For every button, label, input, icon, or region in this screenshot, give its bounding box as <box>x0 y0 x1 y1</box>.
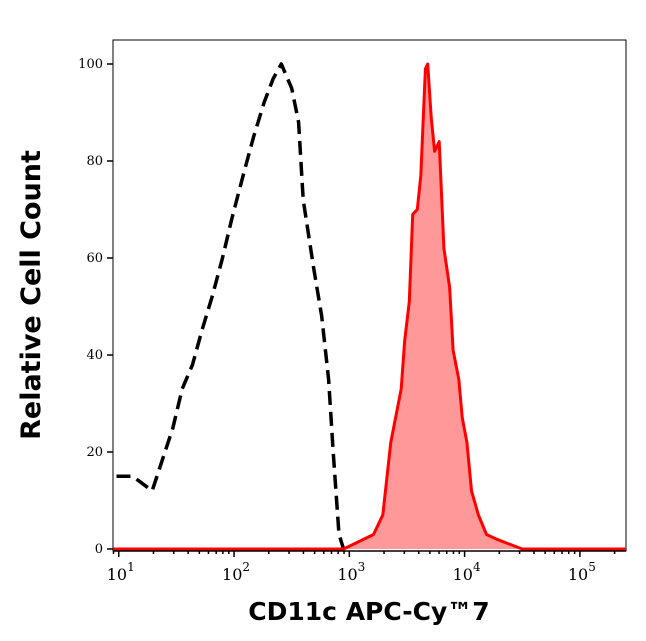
plot-area <box>112 39 627 552</box>
x-tick-label: 102 <box>222 560 250 584</box>
series-line-1 <box>113 62 626 551</box>
x-axis-label: CD11c APC-Cy™7 <box>248 597 489 626</box>
y-tick-label: 40 <box>86 348 103 363</box>
x-tick-label: 105 <box>568 560 596 584</box>
y-tick-label: 0 <box>95 542 103 557</box>
y-axis-label: Relative Cell Count <box>16 150 47 440</box>
x-tick-label: 101 <box>107 560 135 584</box>
y-tick-label: 60 <box>86 251 103 266</box>
y-tick-label: 80 <box>86 154 103 169</box>
x-tick-label: 103 <box>337 560 365 584</box>
x-tick-label: 104 <box>453 560 481 584</box>
y-tick-label: 20 <box>86 445 103 460</box>
series-line-0 <box>116 62 346 550</box>
y-tick-label: 100 <box>78 57 103 72</box>
